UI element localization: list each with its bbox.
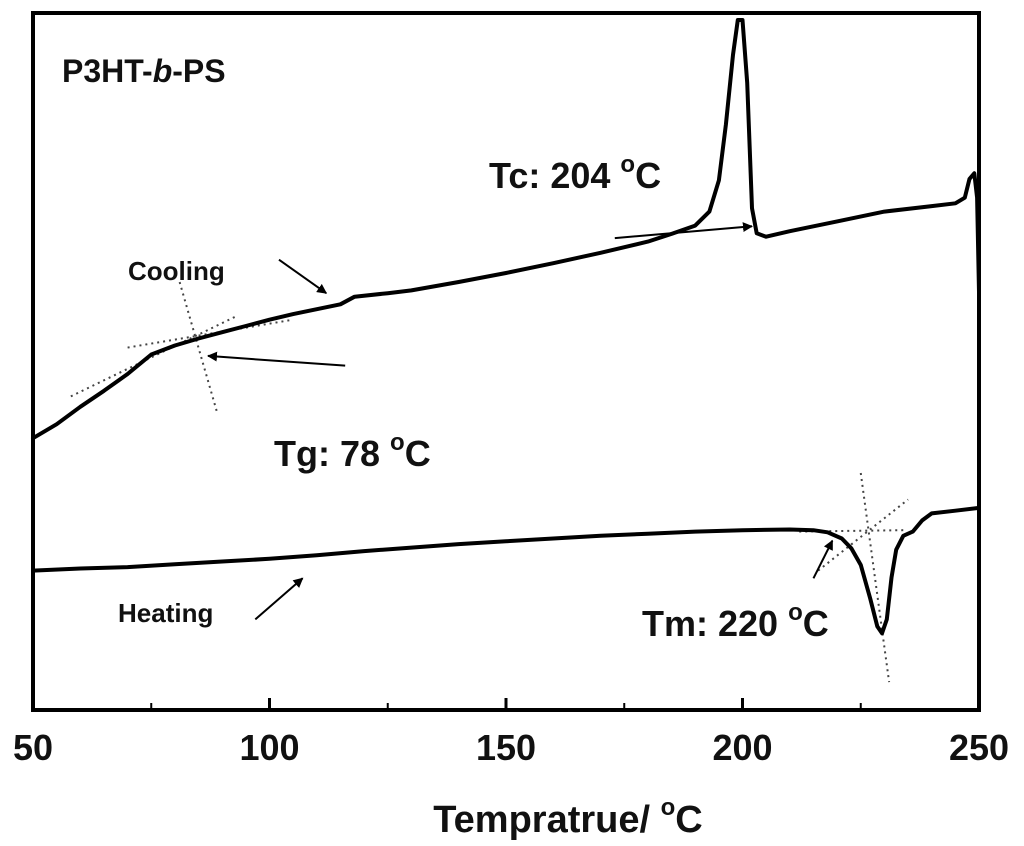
tg-baseline-low-guide	[70, 315, 237, 398]
cooling-label: Cooling	[128, 256, 225, 286]
cooling-curve	[31, 18, 981, 441]
tm-annotation: Tm: 220 oC	[642, 599, 829, 644]
x-tick-label: 250	[949, 727, 1009, 768]
tm-arrow	[812, 539, 834, 579]
cooling-arrow	[278, 258, 328, 295]
x-tick-label: 150	[476, 727, 536, 768]
guide-lines	[70, 281, 909, 683]
tg-tangent-guide	[178, 281, 219, 415]
x-tick-label: 100	[239, 727, 299, 768]
heating-curve	[31, 505, 981, 636]
x-axis-tick-labels: 50 100 150 200 250	[13, 727, 1009, 768]
heating-label: Heating	[118, 598, 213, 628]
annotation-arrows	[207, 222, 834, 621]
heating-arrow	[254, 577, 304, 621]
tm-steep-guide	[859, 472, 891, 683]
tm-tangent-guide	[817, 498, 909, 572]
tg-annotation: Tg: 78 oC	[274, 429, 431, 474]
tg-arrow	[207, 351, 346, 367]
series-layer	[31, 18, 981, 636]
x-axis-ticks	[31, 698, 981, 710]
x-tick-label: 50	[13, 727, 53, 768]
x-axis-title: Tempratrue/ oC	[433, 794, 702, 841]
tg-baseline-high-guide	[127, 318, 294, 349]
chart-title: P3HT-b-PS	[62, 53, 226, 89]
tc-annotation: Tc: 204 oC	[489, 151, 661, 196]
x-tick-label: 200	[712, 727, 772, 768]
tc-arrow	[614, 222, 753, 240]
